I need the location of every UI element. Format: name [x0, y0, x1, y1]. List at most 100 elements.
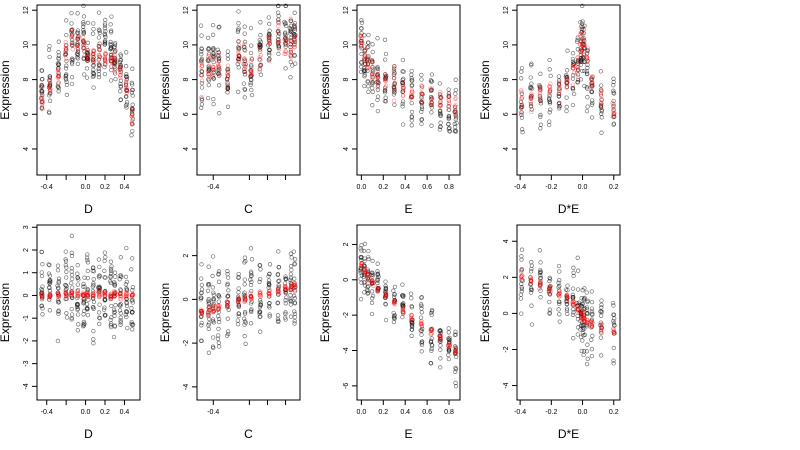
data-point — [556, 81, 562, 86]
data-point — [276, 288, 281, 293]
data-point — [570, 300, 575, 305]
data-point — [446, 107, 452, 113]
data-point — [362, 51, 367, 56]
data-point — [112, 270, 118, 275]
data-point — [258, 289, 263, 294]
data-point — [69, 10, 74, 16]
data-point — [547, 284, 553, 289]
data-point — [103, 58, 108, 64]
data-point — [429, 328, 434, 333]
data-point — [571, 265, 576, 270]
data-point — [370, 81, 375, 87]
data-point — [199, 310, 204, 316]
data-point — [123, 291, 129, 296]
data-point — [97, 315, 102, 320]
data-point — [85, 287, 90, 293]
series-observed — [39, 233, 136, 346]
data-point — [91, 54, 96, 60]
data-point — [85, 51, 90, 56]
data-point — [400, 305, 406, 311]
data-point — [283, 315, 288, 320]
data-point — [292, 289, 298, 294]
data-point — [529, 266, 534, 272]
data-point — [242, 298, 248, 303]
data-point — [236, 39, 241, 44]
data-point — [392, 300, 397, 305]
data-point — [589, 337, 594, 342]
data-point — [362, 53, 368, 58]
data-point — [55, 292, 61, 298]
data-point — [123, 81, 129, 86]
data-point — [292, 32, 297, 38]
data-point — [257, 57, 262, 62]
data-point — [519, 289, 524, 294]
data-point — [111, 334, 117, 340]
data-point — [538, 295, 543, 300]
data-point — [292, 309, 297, 314]
data-point — [564, 79, 569, 84]
data-point — [63, 290, 68, 296]
data-point — [392, 292, 397, 297]
data-point — [249, 70, 254, 75]
data-point — [576, 307, 581, 312]
data-point — [612, 331, 617, 336]
data-point — [97, 292, 102, 297]
data-point — [359, 60, 364, 65]
data-point — [292, 280, 297, 286]
data-point — [225, 66, 231, 72]
data-point — [418, 322, 423, 327]
data-point — [130, 118, 135, 124]
data-point — [47, 292, 53, 297]
data-point — [55, 338, 61, 344]
data-point — [56, 311, 61, 317]
data-point — [556, 263, 562, 269]
data-point — [528, 101, 534, 107]
data-point — [249, 77, 254, 82]
data-point — [428, 332, 433, 337]
data-point — [453, 348, 458, 353]
data-point — [81, 22, 86, 27]
data-point — [392, 299, 397, 304]
data-point — [40, 295, 45, 300]
data-point — [446, 356, 452, 362]
data-point — [85, 252, 90, 257]
data-point — [56, 286, 61, 291]
data-point — [129, 306, 134, 311]
data-point — [211, 68, 216, 73]
data-point — [76, 293, 81, 299]
data-point — [276, 283, 281, 288]
data-point — [575, 313, 580, 319]
data-point — [267, 292, 272, 297]
data-point — [419, 321, 424, 326]
y-tick-label: 2 — [23, 248, 30, 252]
data-point — [199, 78, 205, 83]
data-point — [288, 75, 293, 80]
data-point — [599, 94, 604, 99]
data-point — [108, 57, 113, 62]
data-point — [548, 107, 553, 112]
data-point — [419, 109, 424, 114]
data-point — [392, 313, 397, 318]
data-point — [409, 93, 415, 99]
data-point — [210, 310, 216, 315]
data-point — [75, 56, 81, 61]
data-point — [113, 76, 118, 82]
data-point — [129, 293, 135, 298]
data-point — [96, 43, 101, 49]
data-point — [111, 294, 117, 299]
data-point — [236, 297, 241, 302]
data-point — [266, 274, 271, 279]
data-point — [75, 287, 81, 293]
data-point — [611, 328, 616, 333]
data-point — [589, 324, 595, 329]
data-point — [216, 303, 221, 308]
data-point — [91, 299, 97, 305]
data-point — [365, 66, 370, 71]
data-point — [409, 327, 414, 332]
data-point — [564, 76, 570, 82]
data-point — [400, 89, 405, 94]
y-tick-label: 12 — [183, 6, 190, 14]
data-point — [291, 249, 296, 254]
data-point — [236, 89, 241, 94]
data-point — [570, 82, 576, 87]
